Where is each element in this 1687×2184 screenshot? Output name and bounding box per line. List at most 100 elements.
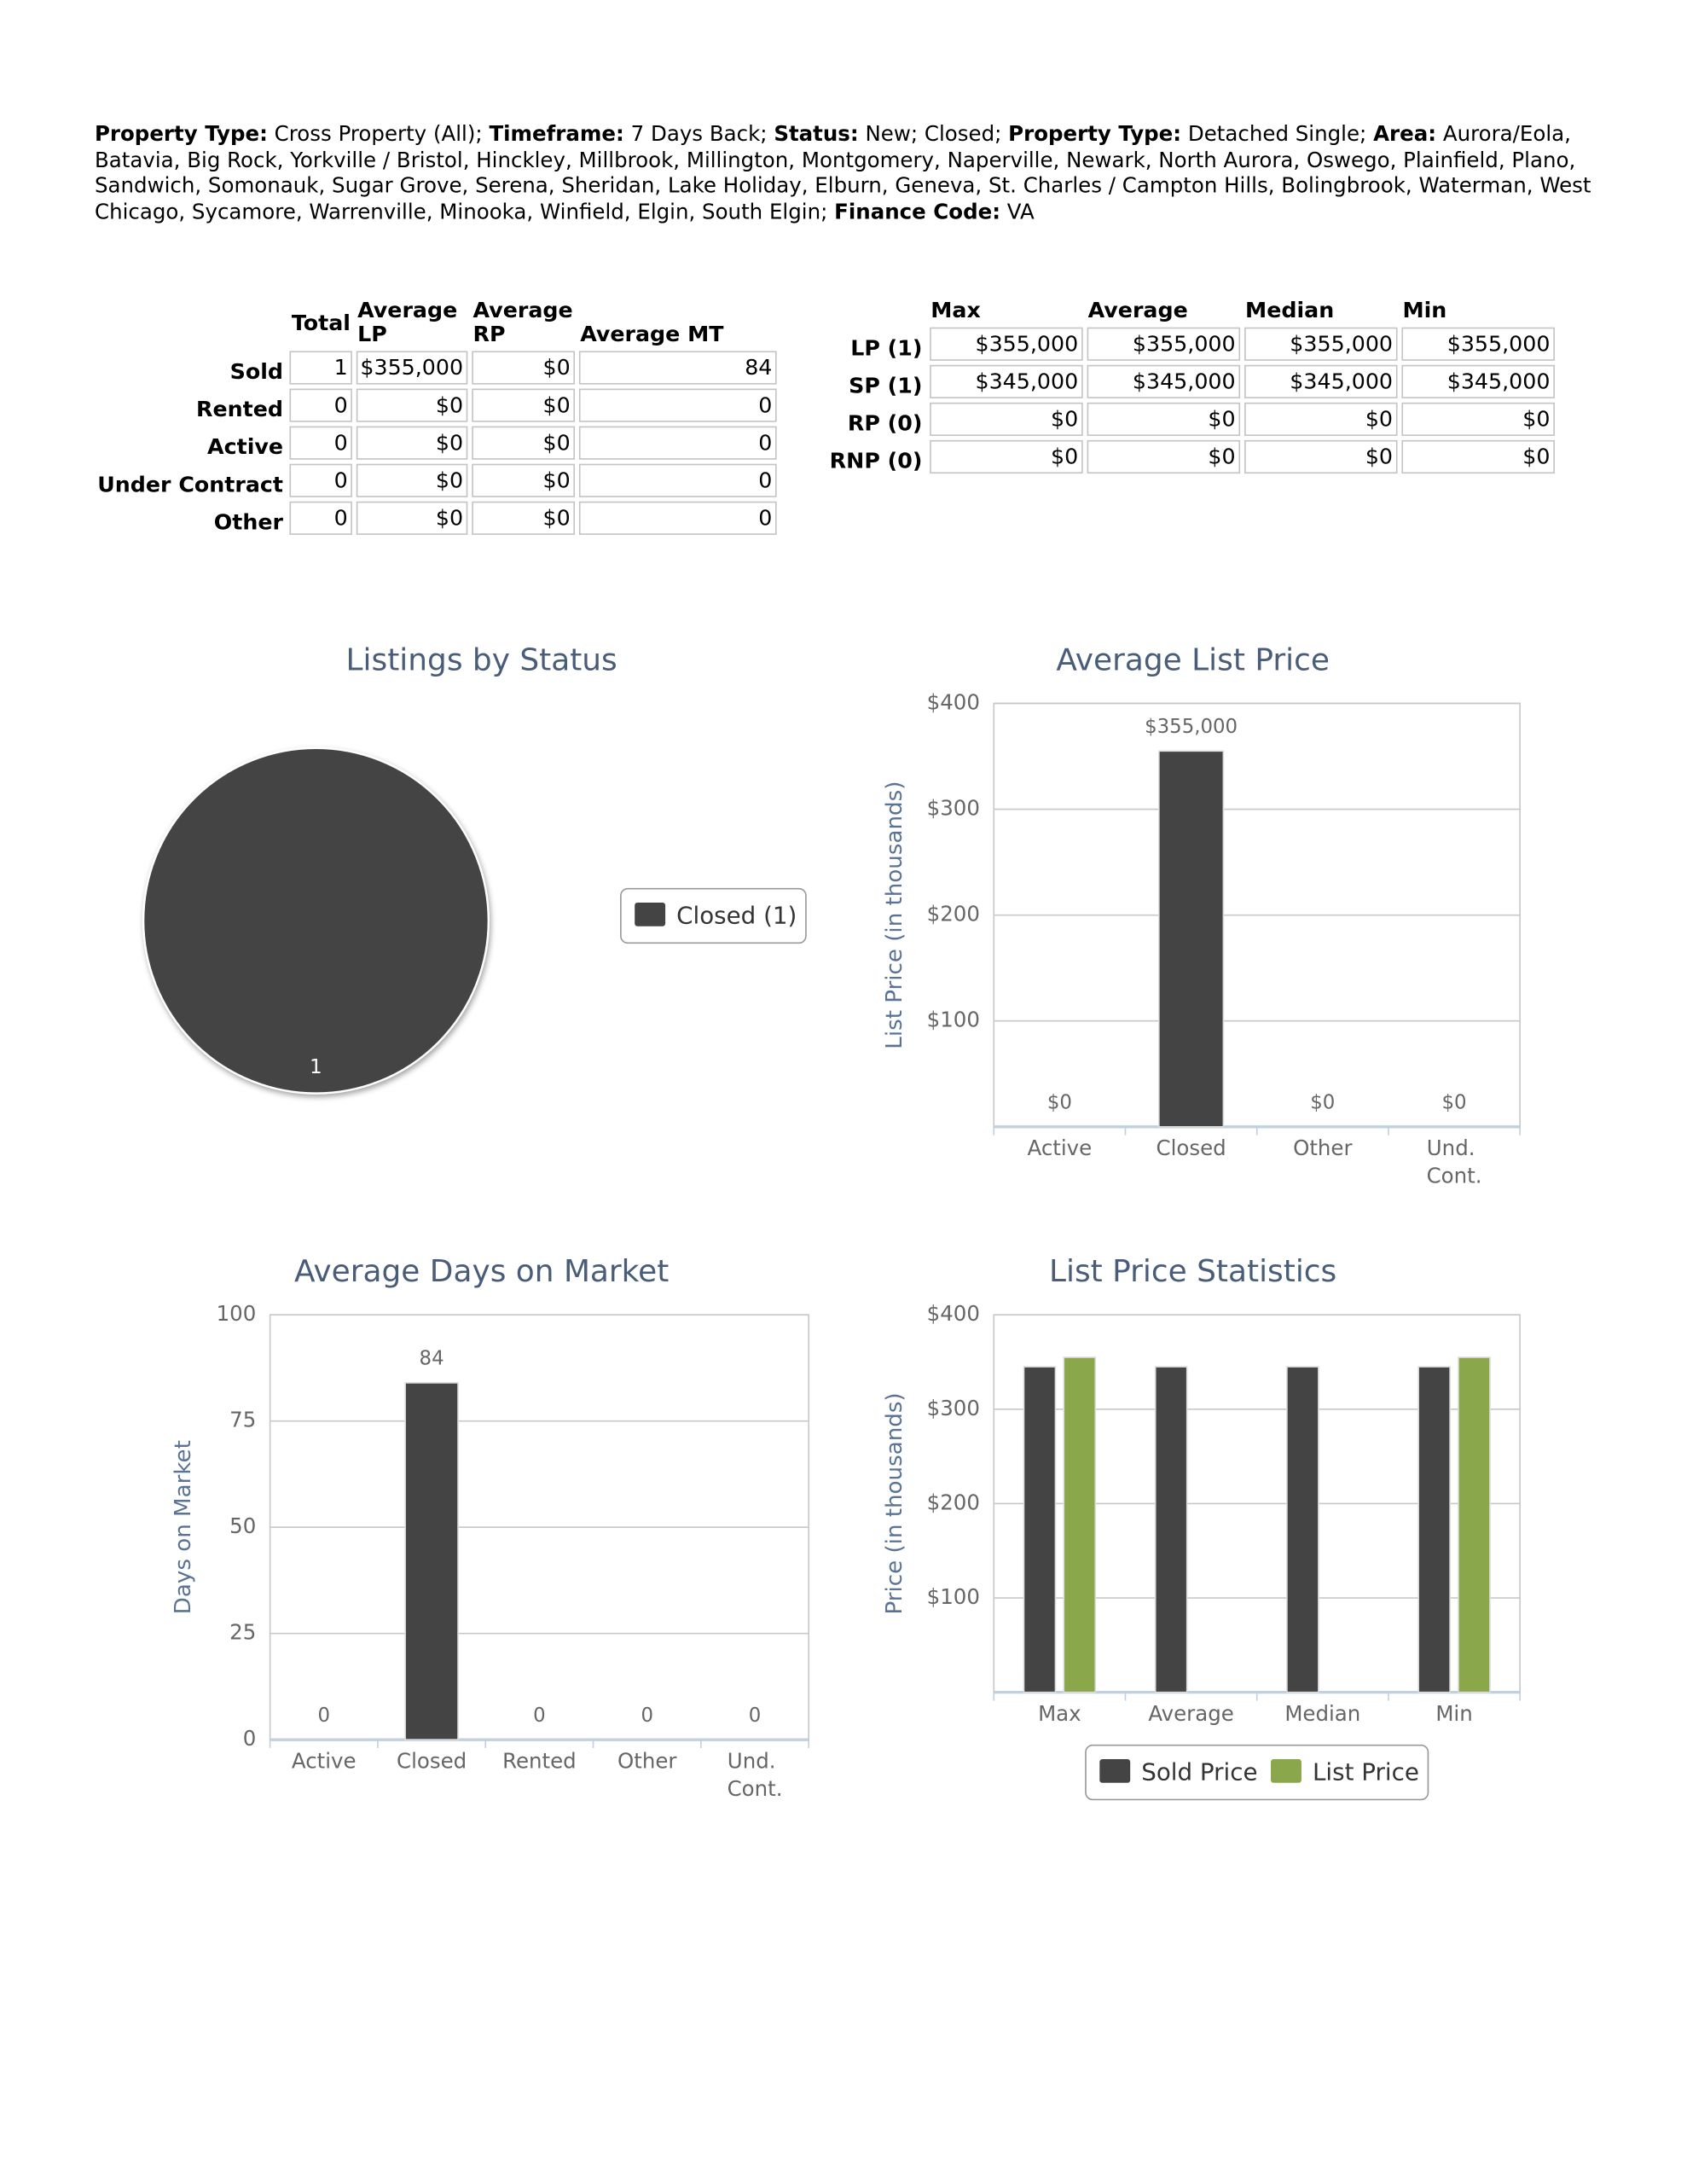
x-tick-label: Other [617,1748,677,1773]
row-label: Rented [196,397,284,422]
y-tick-label: $400 [927,1301,980,1326]
table-cell: $0 [356,463,467,497]
row-label: Other [213,509,284,535]
value-label: 0 [317,1705,330,1727]
y-axis-title: Days on Market [171,1440,196,1614]
column-header: Average RP [472,298,573,347]
value-label: $355,000 [1145,716,1238,738]
criteria-value: Aurora/Eola, Batavia, Big Rock, Yorkvill… [94,121,1591,224]
bar [1023,1366,1057,1693]
x-tick-label: Active [1028,1136,1093,1160]
y-tick-label: 25 [229,1620,256,1645]
column-header: Average LP [357,298,458,347]
criteria-label: Property Type: [94,121,268,147]
criteria-value: Cross Property (All); [274,121,483,147]
price-table: Max Average Median Min LP (1) $355,000 $355,00… [824,295,1558,478]
value-label: 0 [641,1705,653,1727]
table-cell: $0 [1086,439,1240,474]
table-cell: $345,000 [1086,364,1240,398]
y-axis-title: List Price (in thousands) [882,781,907,1049]
table-cell: $0 [471,388,575,422]
column-header: Average [1087,298,1188,323]
table-row: Other 0 $0 $0 0 [96,501,777,535]
slice-label: 1 [310,1056,322,1078]
bar [1417,1366,1451,1693]
pie-slice [142,746,490,1095]
criteria-label: Finance Code: [834,198,1001,224]
bar [1063,1356,1097,1693]
row-label: LP (1) [850,335,923,361]
table-cell: $0 [471,463,575,497]
x-tick-label: Average [1148,1701,1233,1726]
table-cell: 0 [290,388,352,422]
table-cell: $345,000 [1400,364,1555,398]
value-label: $0 [1047,1092,1072,1114]
criteria-label: Area: [1373,121,1437,147]
y-tick-label: 75 [229,1408,256,1432]
table-cell: $0 [1400,439,1555,474]
chart-title: Average Days on Market [294,1254,669,1289]
table-cell: 0 [290,501,352,535]
table-cell: 0 [578,388,777,422]
criteria-label: Timeframe: [489,121,624,147]
bar [1157,750,1225,1128]
table-cell: $0 [356,426,467,460]
value-label: 0 [533,1705,546,1727]
search-criteria: Property Type: Cross Property (All); Tim… [95,121,1598,224]
table-cell: $355,000 [356,351,467,385]
value-label: 0 [749,1705,762,1727]
y-tick-label: $300 [927,1396,980,1420]
value-label: $0 [1442,1092,1467,1114]
table-cell: $345,000 [1244,364,1397,398]
summary-table: Total Average LP Average RP Average MT Sold 1… [92,295,780,539]
x-tick-label: Max [1038,1701,1081,1726]
y-tick-label: $200 [927,902,980,926]
table-cell: 0 [578,426,777,460]
column-header: Median [1245,298,1335,323]
column-header: Min [1402,298,1447,323]
column-header: Max [930,298,981,323]
table-cell: $0 [471,351,575,385]
row-label: Sold [229,359,284,385]
header-row: Max Average Median Min [828,299,1554,323]
x-tick-label: Rented [502,1748,577,1773]
criteria-label: Status: [774,121,859,147]
criteria-value: Detached Single; [1187,121,1367,147]
table-cell: 0 [578,463,777,497]
row-label: Under Contract [97,472,284,497]
y-tick-label: 100 [217,1301,257,1326]
chart-title: Average List Price [1056,643,1330,678]
x-tick-label: Und. Cont. [1427,1136,1482,1188]
legend-swatch [635,902,666,926]
row-label: RNP (0) [829,448,923,474]
x-tick-label: Median [1284,1701,1360,1726]
table-row: Rented 0 $0 $0 0 [96,388,777,422]
table-cell: $0 [471,426,575,460]
table-row: LP (1) $355,000 $355,000 $355,000 $355,000 [828,327,1555,361]
criteria-value: 7 Days Back; [630,121,768,147]
legend-label: Sold Price [1141,1757,1257,1786]
row-label: SP (1) [849,373,923,398]
bar [404,1382,459,1740]
legend-label: List Price [1313,1757,1419,1786]
table-cell: $355,000 [1086,327,1240,361]
column-header: Average MT [580,322,724,347]
table-cell: $0 [1244,439,1397,474]
y-tick-label: $400 [927,689,980,714]
table-cell: $355,000 [1244,327,1397,361]
table-row: RP (0) $0 $0 $0 $0 [828,402,1555,437]
y-tick-label: 50 [229,1513,256,1538]
y-axis-title: Price (in thousands) [882,1392,907,1614]
table-cell: $0 [1400,402,1555,437]
x-tick-label: Min [1435,1701,1472,1726]
chart-title: Listings by Status [346,643,617,678]
legend-box [1085,1744,1429,1801]
legend-swatch [1099,1759,1131,1783]
table-cell: $0 [929,439,1083,474]
y-tick-label: $200 [927,1490,980,1514]
y-tick-label: 0 [243,1726,257,1751]
x-tick-label: Active [292,1748,357,1773]
legend-swatch [1271,1759,1301,1783]
